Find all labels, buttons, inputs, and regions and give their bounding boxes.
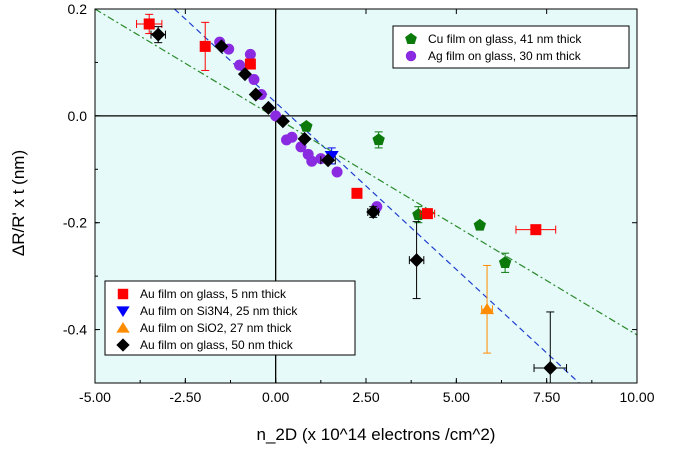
y-tick-label: -0.2	[63, 215, 87, 231]
legend-label: Cu film on glass, 41 nm thick	[428, 32, 582, 46]
data-point	[261, 100, 276, 115]
y-axis-label: ΔR/R' x t (nm)	[9, 150, 28, 256]
data-point	[530, 224, 542, 236]
axis-ticks: -5.00 -2.50 0.00 2.50 5.00 7.50 10.00 0.2 0.0 -0.…	[63, 1, 655, 405]
data-point	[473, 218, 487, 231]
legend-label: Au film on Si3N4, 25 nm thick	[140, 304, 298, 318]
data-point	[421, 208, 433, 220]
data-point	[244, 48, 256, 60]
data-point	[300, 120, 313, 132]
fit-line-2	[95, 9, 637, 336]
legend-bottom-left: Au film on glass, 5 nm thick Au film on S…	[104, 280, 356, 356]
y-tick-label: 0.2	[68, 1, 88, 17]
data-point	[237, 67, 252, 82]
data-point	[248, 87, 263, 102]
x-tick-label: 7.50	[533, 389, 560, 405]
series-5	[480, 264, 495, 354]
legend-label: Au film on SiO2, 27 nm thick	[140, 321, 292, 335]
data-point	[270, 110, 282, 122]
legend-box	[104, 280, 356, 356]
data-point	[351, 187, 363, 199]
data-point	[286, 131, 298, 143]
data-point	[143, 18, 155, 30]
x-tick-label: -5.00	[79, 389, 111, 405]
legend-marker	[116, 322, 130, 333]
data-point	[306, 155, 318, 167]
x-tick-label: -2.50	[169, 389, 201, 405]
data-series	[136, 13, 568, 383]
series-3	[136, 13, 557, 236]
x-tick-label: 0.00	[262, 389, 289, 405]
data-point	[480, 302, 495, 315]
series-2	[214, 36, 383, 213]
legend-box	[392, 25, 630, 69]
data-point	[248, 74, 260, 86]
legend-marker	[117, 288, 129, 300]
data-point	[244, 58, 256, 70]
data-point	[372, 133, 385, 146]
data-point	[412, 208, 425, 220]
data-point	[275, 114, 290, 129]
data-point	[199, 40, 211, 52]
data-point	[151, 27, 166, 42]
data-point	[366, 205, 381, 220]
legend-marker	[116, 306, 130, 317]
x-tick-label: 2.50	[352, 389, 379, 405]
data-point	[409, 253, 424, 268]
series-1	[300, 120, 512, 273]
data-point	[214, 39, 229, 54]
legend-marker	[116, 338, 130, 352]
data-point	[234, 59, 246, 71]
y-tick-label: 0.0	[68, 108, 88, 124]
data-point	[331, 166, 343, 178]
legend-label: Au film on glass, 5 nm thick	[140, 287, 287, 301]
legend-top-right: Cu film on glass, 41 nm thick Ag film on …	[392, 25, 630, 69]
series-6	[150, 26, 568, 383]
legend-marker	[405, 32, 417, 44]
x-tick-label: 5.00	[443, 389, 470, 405]
data-point	[498, 256, 512, 269]
y-tick-label: -0.4	[63, 322, 87, 338]
x-tick-label: 10.00	[619, 389, 654, 405]
legend-label: Ag film on glass, 30 nm thick	[428, 49, 582, 63]
legend-marker	[405, 50, 417, 62]
data-point	[297, 131, 312, 146]
legend-label: Au film on glass, 50 nm thick	[140, 338, 294, 352]
x-axis-label: n_2D (x 10^14 electrons /cm^2)	[257, 425, 496, 444]
data-point	[321, 153, 336, 168]
data-point	[543, 361, 558, 376]
